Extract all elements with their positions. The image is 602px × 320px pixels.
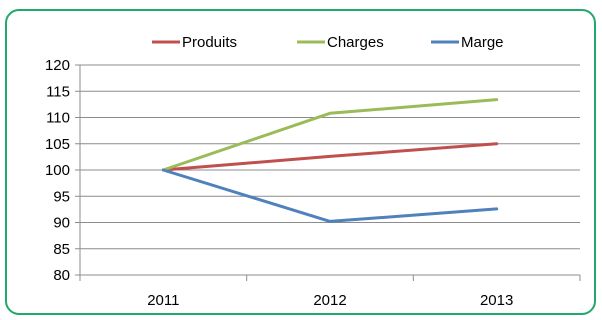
series-line-produits [161, 142, 499, 172]
x-axis-ticks: 2011 2012 2013 [79, 275, 581, 309]
y-tick-label: 100 [45, 162, 70, 179]
y-tick-label: 80 [53, 267, 70, 284]
series-lines [161, 98, 499, 223]
x-tick-label-2011: 2011 [147, 292, 179, 309]
x-tick-label-2013: 2013 [480, 292, 513, 309]
y-tick-label: 90 [53, 215, 70, 232]
y-tick-label: 120 [45, 57, 70, 74]
legend-label-produits: Produits [182, 34, 237, 51]
y-tick-label: 95 [53, 188, 70, 205]
gridlines [80, 64, 580, 250]
y-tick-label: 110 [46, 110, 70, 127]
x-tick-label-2012: 2012 [313, 292, 346, 309]
chart-frame [5, 9, 596, 315]
legend-label-marge: Marge [461, 34, 504, 51]
y-tick-label: 105 [45, 136, 70, 153]
series-line-charges [161, 98, 499, 172]
y-tick-label: 115 [46, 83, 70, 100]
legend-label-charges: Charges [327, 34, 384, 51]
series-line-marge [161, 168, 499, 223]
y-axis-ticks: 80 85 90 95 100 105 110 115 120 [45, 57, 80, 284]
y-tick-label: 85 [53, 241, 70, 258]
legend: Produits Charges Marge [152, 34, 504, 51]
